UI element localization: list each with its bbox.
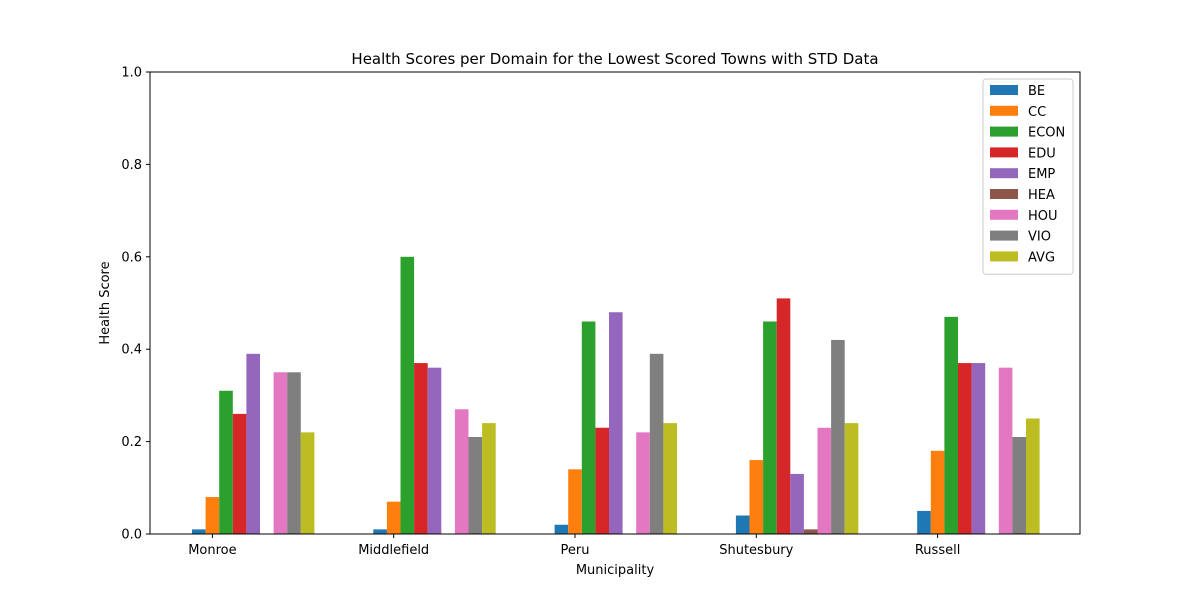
bar-edu-shutesbury	[776, 298, 791, 534]
bar-hou-shutesbury	[817, 427, 832, 534]
bar-hou-russell	[998, 367, 1013, 534]
legend-label-emp: EMP	[1028, 167, 1055, 182]
y-tick-label: 0.8	[121, 158, 142, 173]
bar-econ-middlefield	[400, 256, 415, 534]
bar-be-monroe	[192, 529, 206, 534]
bar-hou-peru	[636, 432, 650, 534]
x-tick-label: Middlefield	[358, 543, 429, 558]
legend-swatch-cc	[990, 105, 1018, 116]
legend-label-hou: HOU	[1028, 209, 1058, 224]
bar-avg-monroe	[300, 432, 315, 534]
y-tick-label: 0.0	[121, 528, 142, 543]
bar-emp-russell	[971, 363, 986, 534]
y-tick-label: 1.0	[121, 66, 142, 81]
legend-swatch-avg	[990, 251, 1018, 262]
bar-hea-shutesbury	[803, 529, 818, 534]
bar-edu-russell	[958, 363, 972, 534]
bar-econ-shutesbury	[763, 321, 777, 534]
x-axis: Monroe Middlefield Peru Shutesbury Russell	[188, 534, 960, 558]
bar-emp-peru	[609, 312, 623, 534]
bar-cc-peru	[568, 469, 582, 534]
bar-avg-middlefield	[482, 423, 496, 534]
plot-frame	[149, 71, 1081, 535]
x-tick-label: Monroe	[188, 543, 236, 558]
bar-econ-russell	[944, 316, 958, 534]
legend-label-edu: EDU	[1028, 146, 1056, 161]
legend-swatch-emp	[990, 168, 1018, 179]
bar-be-shutesbury	[735, 515, 750, 534]
legend-label-avg: AVG	[1028, 250, 1055, 265]
y-axis: 0.0 0.2 0.4 0.6 0.8 1.0	[121, 66, 150, 543]
legend-swatch-edu	[990, 147, 1018, 158]
bar-hou-middlefield	[454, 409, 469, 534]
bar-be-peru	[554, 524, 569, 534]
legend-swatch-be	[990, 85, 1018, 95]
x-axis-label: Municipality	[576, 563, 655, 578]
bar-vio-monroe	[287, 372, 301, 534]
bar-cc-middlefield	[386, 501, 401, 534]
bar-econ-monroe	[219, 390, 233, 534]
bar-cc-shutesbury	[749, 460, 764, 534]
bars-group	[192, 256, 1040, 534]
x-tick-label: Peru	[561, 543, 590, 558]
bar-be-middlefield	[373, 529, 387, 534]
x-tick-label: Shutesbury	[719, 543, 793, 558]
bar-vio-peru	[649, 353, 664, 534]
legend-swatch-hou	[990, 209, 1018, 220]
bar-econ-peru	[581, 321, 596, 534]
y-tick-label: 0.6	[121, 250, 142, 265]
bar-vio-shutesbury	[831, 339, 845, 534]
bar-vio-middlefield	[468, 436, 483, 534]
legend-swatch-vio	[990, 230, 1018, 241]
bar-cc-monroe	[205, 497, 220, 534]
legend-label-be: BE	[1028, 84, 1045, 99]
legend-label-cc: CC	[1028, 105, 1046, 120]
bar-hou-monroe	[273, 372, 288, 534]
bar-avg-russell	[1026, 418, 1040, 534]
bar-edu-monroe	[232, 413, 247, 534]
bar-emp-monroe	[246, 353, 260, 534]
legend-swatch-hea	[990, 189, 1018, 199]
legend-swatch-econ	[990, 126, 1018, 137]
y-tick-label: 0.4	[121, 343, 142, 358]
x-tick-label: Russell	[915, 543, 960, 558]
chart-title: Health Scores per Domain for the Lowest …	[351, 50, 878, 68]
legend: BE CC ECON EDU EMP HEA HOU VIO AVG	[982, 78, 1074, 275]
bar-vio-russell	[1012, 436, 1026, 534]
bar-avg-shutesbury	[844, 423, 859, 534]
y-axis-label: Health Score	[98, 261, 113, 344]
bar-be-russell	[917, 510, 931, 534]
bar-avg-peru	[663, 423, 677, 534]
legend-label-econ: ECON	[1028, 126, 1065, 141]
y-tick-label: 0.2	[121, 435, 142, 450]
bar-edu-peru	[595, 427, 609, 534]
bar-edu-middlefield	[414, 363, 428, 534]
bar-emp-shutesbury	[790, 473, 804, 534]
legend-label-hea: HEA	[1028, 188, 1055, 203]
legend-label-vio: VIO	[1028, 230, 1051, 245]
bar-emp-middlefield	[427, 367, 442, 534]
bar-cc-russell	[930, 450, 945, 534]
